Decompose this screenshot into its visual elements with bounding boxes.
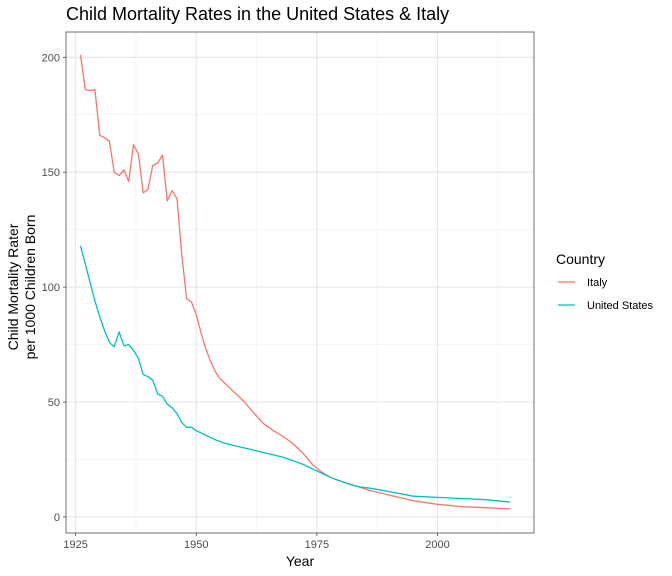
y-axis-title-line-1: Child Mortality Rater <box>5 223 21 350</box>
x-tick-label: 2000 <box>425 539 449 551</box>
y-tick-label: 150 <box>42 167 60 179</box>
legend-label-italy: Italy <box>587 277 608 289</box>
x-tick-label: 1975 <box>305 539 329 551</box>
y-axis: 0 50 100 150 200 <box>42 52 66 524</box>
y-tick-label: 100 <box>42 282 60 294</box>
y-tick-label: 50 <box>48 397 60 409</box>
legend: Country Italy United States <box>556 251 654 312</box>
chart-title: Child Mortality Rates in the United Stat… <box>66 4 449 24</box>
x-axis: 1925 1950 1975 2000 <box>63 533 450 551</box>
panel-border <box>65 31 535 534</box>
legend-label-united-states: United States <box>587 300 654 312</box>
x-tick-label: 1950 <box>184 539 208 551</box>
y-axis-title: Child Mortality Rater per 1000 Children … <box>5 215 38 360</box>
series-layer <box>79 54 510 510</box>
series-line-united-states <box>79 245 510 503</box>
x-tick-label: 1925 <box>63 539 87 551</box>
x-axis-title: Year <box>286 553 315 569</box>
y-axis-title-line-2: per 1000 Children Born <box>22 215 38 360</box>
y-tick-label: 0 <box>54 512 60 524</box>
series-line-italy <box>79 54 510 510</box>
y-tick-label: 200 <box>42 52 60 64</box>
grid <box>66 32 534 533</box>
legend-title: Country <box>556 251 605 267</box>
